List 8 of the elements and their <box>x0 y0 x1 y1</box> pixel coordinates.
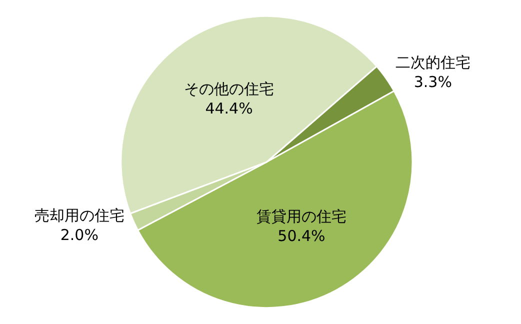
slice-label: 二次的住宅 <box>395 53 470 72</box>
slice-label: 賃貸用の住宅 <box>256 207 346 226</box>
data-label: 2.0% <box>60 226 98 244</box>
slice-label: その他の住宅 <box>184 80 274 98</box>
slice-label: 売却用の住宅 <box>34 206 124 224</box>
data-label: 3.3% <box>414 72 452 91</box>
data-label: 50.4% <box>278 226 326 245</box>
data-label: 44.4% <box>205 100 253 118</box>
